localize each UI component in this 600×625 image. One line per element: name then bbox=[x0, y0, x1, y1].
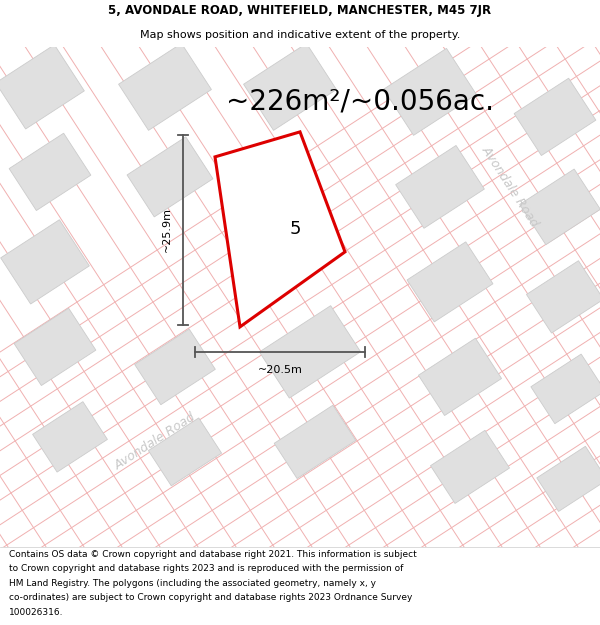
Text: Avondale Road: Avondale Road bbox=[112, 411, 198, 473]
Polygon shape bbox=[520, 169, 600, 245]
Polygon shape bbox=[274, 405, 356, 479]
Polygon shape bbox=[526, 261, 600, 333]
Polygon shape bbox=[119, 43, 211, 131]
Polygon shape bbox=[418, 338, 502, 416]
Text: Map shows position and indicative extent of the property.: Map shows position and indicative extent… bbox=[140, 30, 460, 40]
Text: HM Land Registry. The polygons (including the associated geometry, namely x, y: HM Land Registry. The polygons (includin… bbox=[9, 579, 376, 588]
Polygon shape bbox=[383, 48, 476, 136]
Polygon shape bbox=[0, 45, 85, 129]
Text: 100026316.: 100026316. bbox=[9, 608, 64, 617]
Text: ~20.5m: ~20.5m bbox=[257, 365, 302, 375]
Text: Avondale Road: Avondale Road bbox=[479, 144, 541, 230]
Text: Contains OS data © Crown copyright and database right 2021. This information is : Contains OS data © Crown copyright and d… bbox=[9, 550, 417, 559]
Polygon shape bbox=[148, 418, 221, 486]
Polygon shape bbox=[215, 132, 345, 327]
Polygon shape bbox=[127, 137, 213, 217]
Text: co-ordinates) are subject to Crown copyright and database rights 2023 Ordnance S: co-ordinates) are subject to Crown copyr… bbox=[9, 593, 412, 602]
Text: ~226m²/~0.056ac.: ~226m²/~0.056ac. bbox=[226, 88, 494, 116]
Polygon shape bbox=[395, 146, 484, 228]
Polygon shape bbox=[259, 306, 361, 398]
Polygon shape bbox=[32, 402, 107, 472]
Polygon shape bbox=[430, 430, 509, 504]
Polygon shape bbox=[14, 308, 96, 386]
Text: 5: 5 bbox=[289, 220, 301, 238]
Polygon shape bbox=[531, 354, 600, 424]
Polygon shape bbox=[407, 242, 493, 322]
Polygon shape bbox=[9, 133, 91, 211]
Text: 5, AVONDALE ROAD, WHITEFIELD, MANCHESTER, M45 7JR: 5, AVONDALE ROAD, WHITEFIELD, MANCHESTER… bbox=[109, 4, 491, 17]
Polygon shape bbox=[1, 220, 89, 304]
Text: to Crown copyright and database rights 2023 and is reproduced with the permissio: to Crown copyright and database rights 2… bbox=[9, 564, 403, 574]
Text: ~25.9m: ~25.9m bbox=[162, 208, 172, 252]
Polygon shape bbox=[244, 43, 337, 131]
Polygon shape bbox=[537, 446, 600, 511]
Polygon shape bbox=[514, 78, 596, 156]
Polygon shape bbox=[134, 329, 215, 405]
